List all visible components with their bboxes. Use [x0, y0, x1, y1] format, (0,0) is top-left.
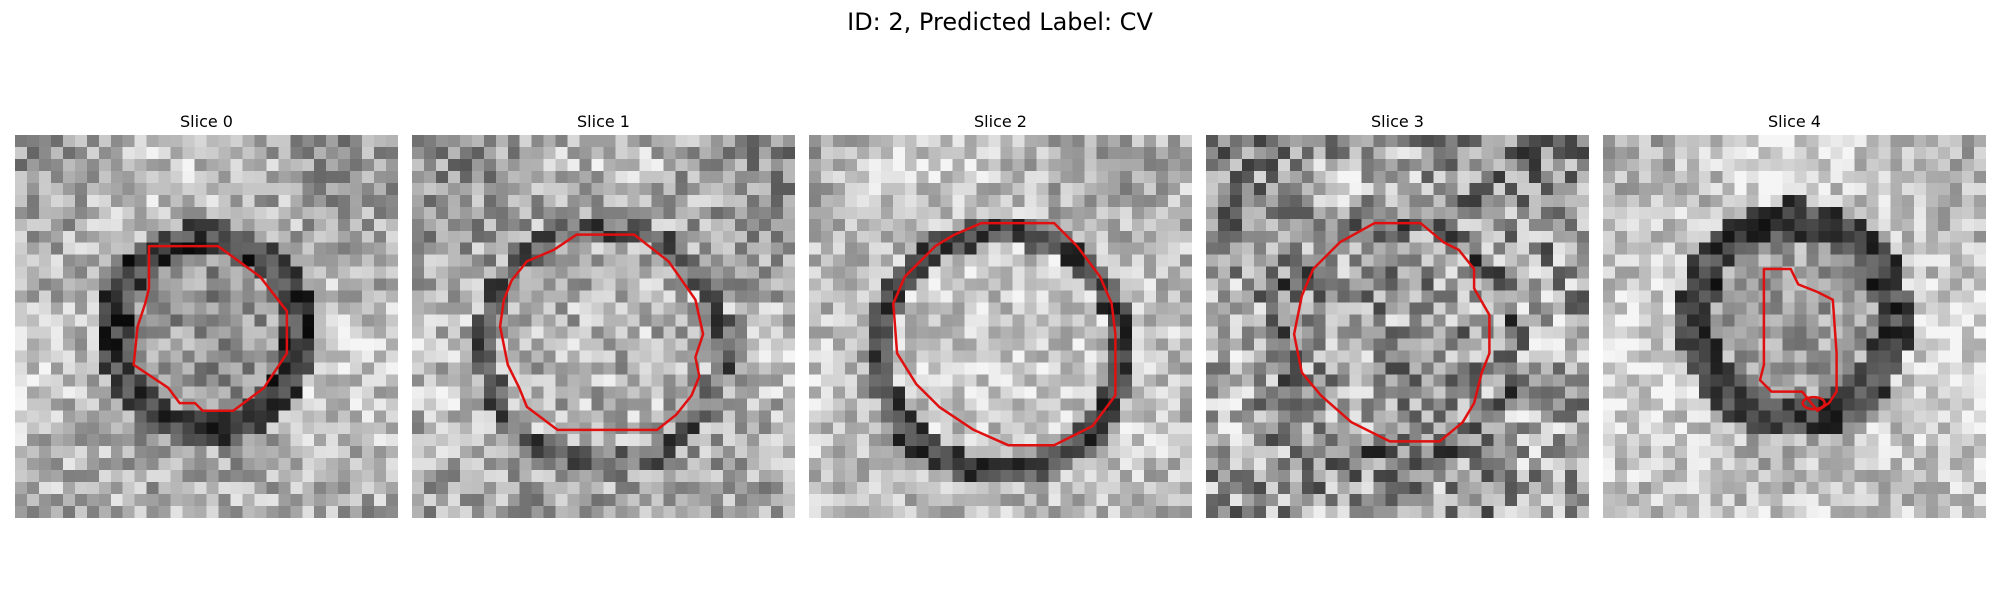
- slice-image: [1206, 135, 1589, 518]
- slice-panel-3: Slice 3: [1206, 110, 1589, 518]
- grayscale-pixel-grid: [15, 135, 398, 518]
- grayscale-pixel-grid: [1603, 135, 1986, 518]
- segmentation-contour: [1292, 221, 1491, 443]
- contour-outline: [1292, 221, 1491, 443]
- grayscale-pixel-grid: [412, 135, 795, 518]
- contour-outline: [1758, 267, 1838, 413]
- slice-panel-1: Slice 1: [412, 110, 795, 518]
- slice-title: Slice 2: [974, 112, 1027, 131]
- slice-image: [809, 135, 1192, 518]
- figure-title: ID: 2, Predicted Label: CV: [847, 8, 1153, 36]
- slice-title: Slice 0: [180, 112, 233, 131]
- slice-panel-0: Slice 0: [15, 110, 398, 518]
- segmentation-contour: [892, 221, 1117, 447]
- segmentation-contour: [132, 244, 289, 413]
- slice-panel-2: Slice 2: [809, 110, 1192, 518]
- contour-outline: [892, 221, 1117, 447]
- slice-image: [1603, 135, 1986, 518]
- slice-title: Slice 4: [1768, 112, 1821, 131]
- slice-image: [15, 135, 398, 518]
- slice-panel-4: Slice 4: [1603, 110, 1986, 518]
- grayscale-pixel-grid: [1206, 135, 1589, 518]
- segmentation-contour: [1758, 267, 1838, 413]
- contour-outline: [498, 233, 705, 432]
- contour-small-loop: [1801, 395, 1826, 411]
- slice-title: Slice 3: [1371, 112, 1424, 131]
- slice-image: [412, 135, 795, 518]
- slice-title: Slice 1: [577, 112, 630, 131]
- grayscale-pixel-grid: [809, 135, 1192, 518]
- segmentation-contour: [498, 233, 705, 432]
- contour-outline: [132, 244, 289, 413]
